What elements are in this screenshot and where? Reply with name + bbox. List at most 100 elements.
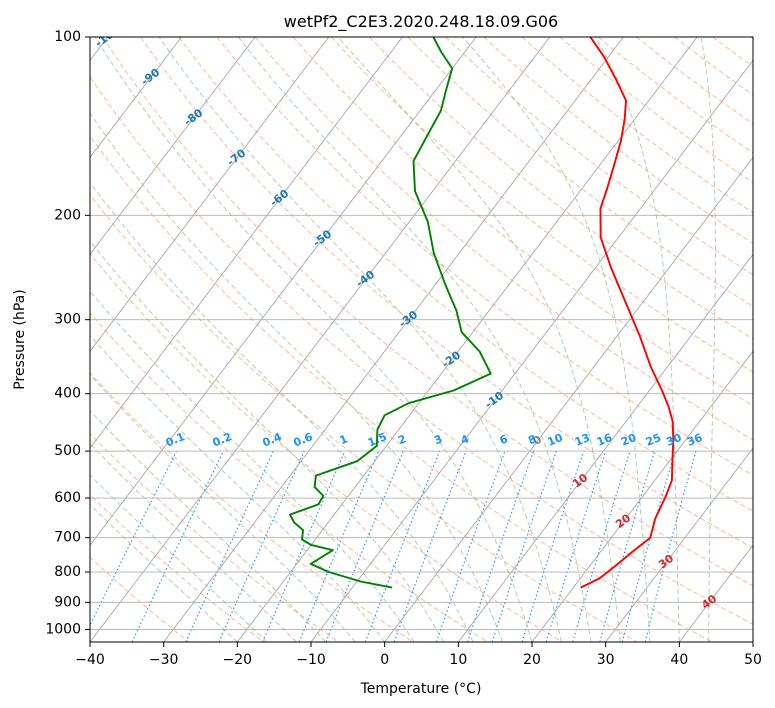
x-tick-label: 40 bbox=[670, 652, 688, 668]
x-tick-label: −30 bbox=[149, 652, 179, 668]
mixing-ratio-line bbox=[218, 450, 305, 642]
mixing-ratio-label: 20 bbox=[619, 431, 638, 449]
moist-adiabat-line bbox=[462, 37, 651, 642]
moist-adiabat-line bbox=[90, 373, 356, 642]
mixing-ratio-label: 16 bbox=[595, 431, 614, 449]
moist-adiabat-line bbox=[337, 37, 621, 642]
isotherm-label: -20 bbox=[439, 348, 463, 371]
y-tick-label: 900 bbox=[54, 594, 81, 610]
moist-adiabat-line bbox=[700, 37, 716, 642]
dry-adiabat-line bbox=[90, 253, 563, 642]
mixing-ratio-label: 36 bbox=[685, 431, 704, 449]
isotherm-line bbox=[384, 156, 753, 642]
moist-adiabat-line bbox=[90, 112, 503, 642]
mixing-ratio-line bbox=[325, 450, 404, 642]
x-axis: −40 −30 −20 −10 0 10 20 30 40 50 bbox=[75, 642, 762, 668]
y-tick-label: 800 bbox=[54, 564, 81, 580]
dry-adiabat-line bbox=[90, 135, 712, 642]
y-tick-label: 1000 bbox=[45, 621, 81, 637]
isotherm-label: -40 bbox=[354, 268, 378, 291]
isotherm-line bbox=[605, 447, 753, 642]
mixing-ratio-line bbox=[466, 450, 535, 642]
mixing-ratio-label: 3 bbox=[432, 432, 444, 447]
mixing-ratio-line bbox=[491, 450, 557, 642]
dry-adiabat-line bbox=[140, 37, 753, 549]
moist-adiabat-line bbox=[90, 240, 445, 642]
moist-adiabat-line bbox=[90, 409, 327, 642]
x-tick-label: 0 bbox=[380, 652, 389, 668]
x-tick-label: 10 bbox=[449, 652, 467, 668]
moist-adiabat-line bbox=[94, 37, 533, 642]
mixing-ratio-label: 0.2 bbox=[211, 430, 234, 449]
dry-adiabat-line bbox=[90, 194, 638, 642]
y-tick-label: 500 bbox=[54, 443, 81, 459]
dry-adiabat-line bbox=[90, 372, 414, 642]
dry-adiabat-line bbox=[292, 37, 753, 407]
dry-adiabat-line bbox=[90, 75, 753, 625]
mixing-ratio-label: 30 bbox=[664, 431, 683, 449]
dry-adiabat-line bbox=[90, 494, 264, 642]
mixing-ratio-label: 2 bbox=[396, 432, 408, 447]
dry-adiabat-line bbox=[331, 37, 753, 373]
dry-adiabat-line bbox=[407, 37, 753, 308]
x-tick-label: 50 bbox=[744, 652, 762, 668]
mixing-ratio-label: 6 bbox=[498, 432, 510, 447]
mixing-ratio-line bbox=[90, 450, 178, 627]
isotherm-line bbox=[531, 350, 753, 642]
isotherm-label: 40 bbox=[699, 592, 719, 612]
mixing-ratio-label: 13 bbox=[573, 431, 592, 449]
mixing-ratio-line bbox=[572, 450, 631, 642]
isotherm-line bbox=[310, 59, 753, 642]
x-tick-label: −20 bbox=[223, 652, 253, 668]
dry-adiabat-line bbox=[750, 37, 753, 40]
mixing-ratio-line bbox=[599, 450, 656, 642]
dry-adiabat-line bbox=[178, 37, 753, 512]
dry-adiabat-line bbox=[445, 37, 753, 276]
mixing-ratio-label: 10 bbox=[545, 431, 564, 449]
mixing-ratio-line bbox=[393, 450, 467, 642]
mixing-ratio-line bbox=[262, 450, 346, 642]
y-tick-label: 600 bbox=[54, 490, 81, 506]
moist-adiabat-line bbox=[90, 334, 386, 642]
moist-adiabat-line bbox=[238, 37, 592, 642]
mixing-ratio-label: 25 bbox=[644, 431, 663, 449]
x-axis-label: Temperature (°C) bbox=[360, 681, 482, 697]
mixing-ratio-label: 0.4 bbox=[261, 430, 284, 449]
plot-area: -100-90-80-70-60-50-40-30-20-10010203040… bbox=[90, 23, 753, 642]
isotherm-line bbox=[163, 37, 624, 642]
isotherm-label: 30 bbox=[656, 552, 676, 572]
x-tick-label: 20 bbox=[523, 652, 541, 668]
dry-adiabat-line bbox=[90, 312, 488, 642]
series-group bbox=[288, 37, 675, 589]
dry-adiabat-line bbox=[369, 37, 753, 340]
mixing-ratio-line bbox=[435, 450, 506, 642]
x-tick-label: −40 bbox=[75, 652, 105, 668]
moist-adiabat-line bbox=[158, 37, 562, 642]
isotherm-label: -70 bbox=[225, 146, 249, 169]
y-axis: 100 200 300 400 500 600 700 800 900 1000 bbox=[45, 29, 90, 637]
dry-adiabat-line bbox=[102, 37, 753, 587]
mixing-ratio-label: 1 bbox=[338, 432, 350, 447]
dry-adiabat-line bbox=[712, 37, 753, 68]
isotherm-label: 10 bbox=[570, 471, 590, 491]
y-tick-label: 100 bbox=[54, 29, 81, 45]
dry-adiabat-line bbox=[636, 37, 753, 125]
x-tick-label: 30 bbox=[597, 652, 615, 668]
moist-adiabats bbox=[90, 37, 716, 642]
isotherm-label: -50 bbox=[311, 227, 335, 250]
isotherm-label: -10 bbox=[482, 389, 506, 412]
mixing-ratio-line bbox=[545, 450, 607, 642]
isotherm-label: -90 bbox=[139, 66, 163, 89]
y-tick-label: 200 bbox=[54, 207, 81, 223]
y-tick-label: 300 bbox=[54, 312, 81, 328]
isotherm-line bbox=[90, 37, 477, 546]
isotherm-label: -100 bbox=[93, 23, 123, 50]
chart-title: wetPf2_C2E3.2020.248.18.09.G06 bbox=[284, 12, 558, 32]
isotherm-line bbox=[90, 37, 551, 642]
isotherm-label: -80 bbox=[182, 106, 206, 129]
isotherm-label: -60 bbox=[268, 187, 292, 210]
isotherm-label: -30 bbox=[396, 308, 420, 331]
series-line-1 bbox=[580, 37, 675, 589]
dry-adiabat-line bbox=[254, 37, 753, 441]
